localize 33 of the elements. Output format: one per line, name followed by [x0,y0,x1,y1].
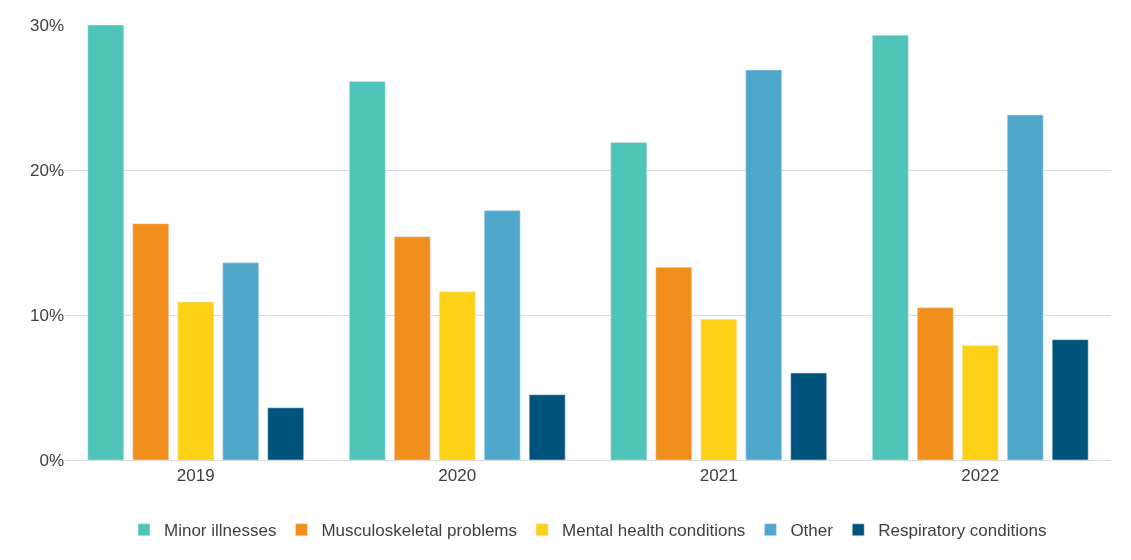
bar [1051,339,1089,460]
bar [745,69,782,460]
bar [1006,114,1044,460]
bar [439,291,476,460]
y-tick-label: 30% [29,15,64,35]
bar [87,25,125,460]
bar [349,81,386,460]
bar [267,407,304,460]
y-tick-label: 10% [29,305,64,325]
bar [610,142,648,460]
legend-label: Musculoskeletal problems [321,521,518,541]
legend-label: Respiratory conditions [878,521,1047,541]
bar [790,372,827,460]
bar [917,307,954,460]
bar [962,345,999,460]
bar [394,236,431,460]
legend-label: Minor illnesses [164,521,277,541]
y-tick-label: 0% [39,450,64,470]
x-tick-label: 2022 [961,466,1000,486]
bar [177,301,214,460]
bar [483,210,521,460]
bar [222,262,259,460]
legend-label: Other [790,521,834,541]
legend-label: Mental health conditions [562,521,746,541]
bar [872,34,909,460]
x-tick-label: 2020 [438,466,477,486]
x-tick-label: 2021 [699,466,738,486]
bar [528,394,566,460]
bar [655,266,693,460]
bar [132,223,170,460]
x-tick-label: 2019 [176,466,215,486]
y-tick-label: 20% [29,160,64,180]
bar [700,319,737,460]
